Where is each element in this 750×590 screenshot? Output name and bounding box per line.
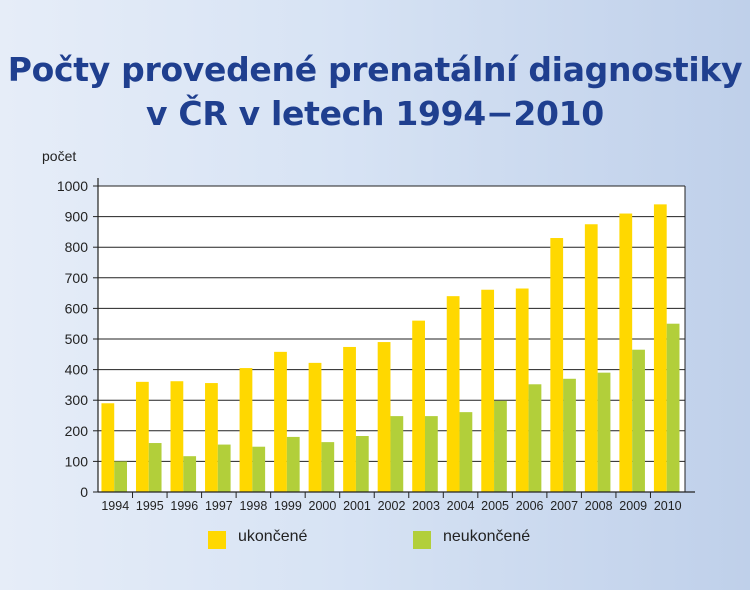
- bar-ukoncene-2004: [446, 296, 460, 492]
- y-tick-label: 400: [65, 362, 89, 378]
- bar-neukoncene-1998: [252, 446, 266, 492]
- chart-title: Počty provedené prenatální diagnostiky v…: [0, 48, 750, 136]
- y-tick-label: 0: [80, 484, 88, 500]
- bar-neukoncene-2008: [597, 372, 611, 492]
- x-tick-label: 2008: [585, 499, 613, 513]
- x-tick-label: 2000: [309, 499, 337, 513]
- y-tick-label: 700: [65, 270, 89, 286]
- bar-neukoncene-2007: [563, 378, 576, 492]
- x-tick-label: 1994: [101, 499, 129, 513]
- bar-neukoncene-2010: [666, 323, 680, 492]
- bar-neukoncene-2006: [528, 384, 542, 492]
- bar-neukoncene-1994: [114, 461, 128, 492]
- bar-ukoncene-2001: [343, 346, 356, 492]
- legend-swatch-ukoncene: [208, 531, 226, 549]
- bar-neukoncene-2003: [424, 416, 438, 492]
- x-tick-label: 2001: [343, 499, 371, 513]
- y-tick-label: 800: [65, 239, 89, 255]
- y-axis-label: počet: [42, 148, 76, 164]
- y-tick-label: 600: [65, 300, 89, 316]
- x-tick-label: 2004: [447, 499, 475, 513]
- bar-ukoncene-2000: [308, 362, 322, 492]
- y-tick-label: 100: [65, 453, 89, 469]
- bar-ukoncene-2008: [584, 224, 598, 492]
- legend-label-neukoncene: neukončené: [443, 528, 531, 545]
- bar-neukoncene-1996: [183, 456, 197, 492]
- y-tick-label: 500: [65, 331, 89, 347]
- x-tick-label: 2009: [619, 499, 647, 513]
- x-tick-label: 2006: [516, 499, 544, 513]
- x-tick-label: 2007: [550, 499, 578, 513]
- legend-label-ukoncene: ukončené: [238, 528, 308, 545]
- bar-ukoncene-1994: [101, 403, 115, 492]
- y-tick-label: 200: [65, 423, 89, 439]
- bar-neukoncene-2000: [321, 442, 335, 492]
- x-tick-label: 1996: [170, 499, 198, 513]
- x-tick-label: 2003: [412, 499, 440, 513]
- bar-ukoncene-1996: [170, 381, 184, 492]
- bar-ukoncene-1997: [205, 383, 218, 492]
- bar-neukoncene-2002: [390, 416, 404, 492]
- x-tick-label: 1999: [274, 499, 302, 513]
- bar-neukoncene-1997: [217, 444, 231, 492]
- bar-neukoncene-2005: [494, 400, 507, 492]
- bar-ukoncene-2005: [481, 289, 495, 492]
- bar-ukoncene-2003: [412, 320, 425, 492]
- x-tick-label: 1995: [136, 499, 164, 513]
- chart-title-line-1: Počty provedené prenatální diagnostiky: [7, 50, 743, 89]
- bar-ukoncene-2002: [377, 342, 391, 492]
- legend-swatch-neukoncene: [413, 531, 431, 549]
- bar-ukoncene-2010: [653, 204, 667, 493]
- y-tick-label: 1000: [57, 178, 88, 194]
- bar-neukoncene-2001: [355, 436, 369, 492]
- x-tick-label: 2005: [481, 499, 509, 513]
- y-tick-label: 900: [65, 209, 89, 225]
- x-tick-label: 2010: [654, 499, 682, 513]
- bar-neukoncene-2004: [459, 412, 473, 492]
- x-tick-label: 1997: [205, 499, 233, 513]
- bar-neukoncene-1995: [148, 443, 162, 492]
- bar-ukoncene-1998: [239, 368, 253, 492]
- bar-ukoncene-2007: [550, 238, 564, 492]
- bar-neukoncene-1999: [286, 436, 300, 492]
- x-tick-label: 1998: [239, 499, 267, 513]
- bar-ukoncene-2006: [515, 288, 529, 492]
- chart-title-line-2: v ČR v letech 1994−2010: [146, 94, 604, 133]
- bar-neukoncene-2009: [632, 349, 645, 492]
- x-tick-label: 2002: [378, 499, 406, 513]
- bar-ukoncene-1999: [274, 351, 287, 492]
- bar-ukoncene-2009: [619, 213, 633, 493]
- bar-ukoncene-1995: [135, 381, 149, 492]
- y-tick-label: 300: [65, 392, 89, 408]
